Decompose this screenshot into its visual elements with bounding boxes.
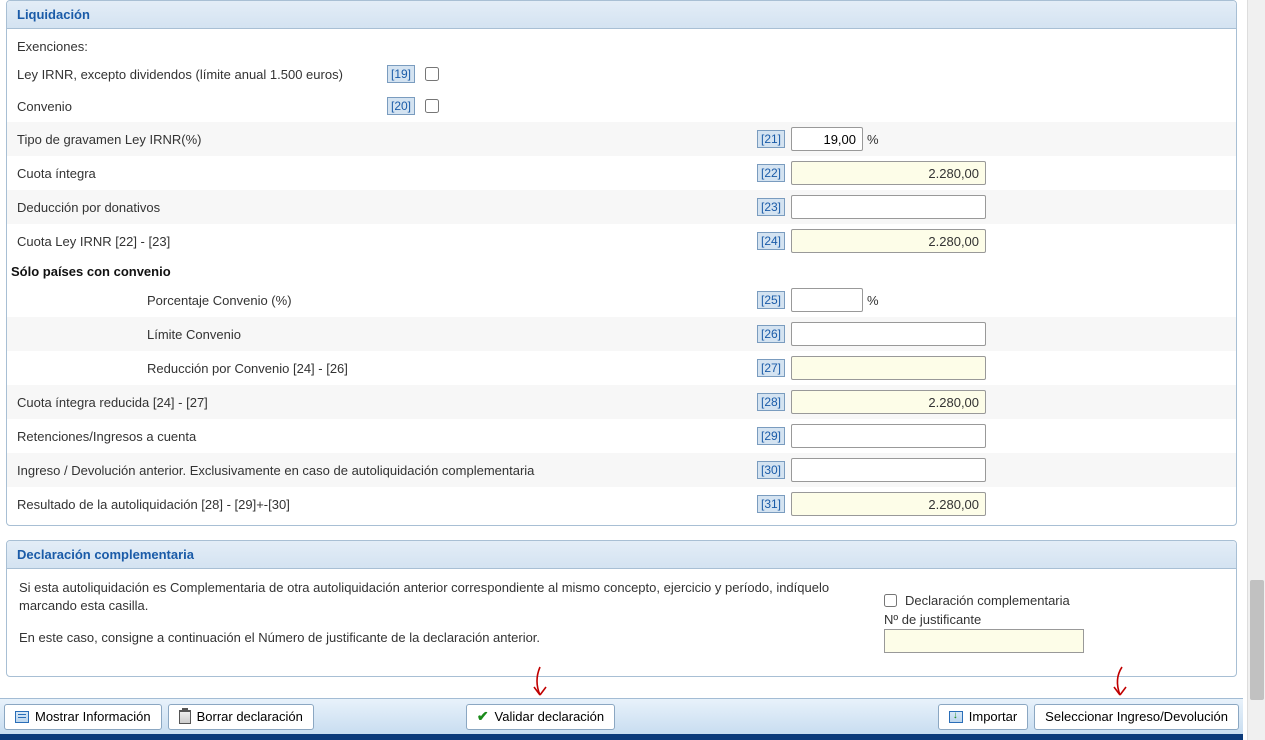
vertical-scrollbar[interactable] [1247,0,1265,740]
box-25: [25] [757,291,785,309]
label-31: Resultado de la autoliquidación [28] - [… [17,497,757,512]
liquidacion-body: Exenciones: Ley IRNR, excepto dividendos… [7,29,1236,525]
box-29: [29] [757,427,785,445]
input-25[interactable] [791,288,863,312]
input-21[interactable] [791,127,863,151]
input-31 [791,492,986,516]
row-27: Reducción por Convenio [24] - [26] [27] [7,351,1236,385]
label-22: Cuota íntegra [17,166,757,181]
importar-button[interactable]: Importar [938,704,1028,730]
complementaria-header: Declaración complementaria [7,541,1236,569]
input-22 [791,161,986,185]
liquidacion-panel: Liquidación Exenciones: Ley IRNR, except… [6,0,1237,526]
checkbox-20[interactable] [425,99,439,113]
complementaria-checkbox[interactable] [884,594,897,607]
label-20: Convenio [17,99,387,114]
suffix-25: % [867,293,879,308]
box-27: [27] [757,359,785,377]
row-25: Porcentaje Convenio (%) [25] % [7,283,1236,317]
input-24 [791,229,986,253]
label-25: Porcentaje Convenio (%) [17,293,757,308]
row-29: Retenciones/Ingresos a cuenta [29] [7,419,1236,453]
box-23: [23] [757,198,785,216]
import-icon [949,711,963,723]
label-29: Retenciones/Ingresos a cuenta [17,429,757,444]
label-23: Deducción por donativos [17,200,757,215]
seleccionar-ingreso-button[interactable]: Seleccionar Ingreso/Devolución [1034,704,1239,730]
box-24: [24] [757,232,785,250]
row-20: Convenio [20] [7,90,1236,122]
box-31: [31] [757,495,785,513]
input-30[interactable] [791,458,986,482]
row-22: Cuota íntegra [22] [7,156,1236,190]
exenciones-label: Exenciones: [7,33,1236,58]
input-28 [791,390,986,414]
convenio-header: Sólo países con convenio [7,258,1236,283]
row-24: Cuota Ley IRNR [22] - [23] [24] [7,224,1236,258]
mostrar-label: Mostrar Información [35,709,151,724]
liquidacion-header: Liquidación [7,1,1236,29]
complementaria-panel: Declaración complementaria Si esta autol… [6,540,1237,677]
complementaria-checkbox-label: Declaración complementaria [905,593,1070,608]
bottom-toolbar: Mostrar Información Borrar declaración ✔… [0,698,1243,740]
validar-label: Validar declaración [495,709,605,724]
suffix-21: % [867,132,879,147]
box-21: [21] [757,130,785,148]
complementaria-body: Si esta autoliquidación es Complementari… [7,569,1236,676]
box-22: [22] [757,164,785,182]
row-23: Deducción por donativos [23] [7,190,1236,224]
row-26: Límite Convenio [26] [7,317,1236,351]
justificante-label: Nº de justificante [884,612,1224,627]
box-20: [20] [387,97,415,115]
input-29[interactable] [791,424,986,448]
box-19: [19] [387,65,415,83]
complementaria-text2: En este caso, consigne a continuación el… [19,629,884,647]
borrar-label: Borrar declaración [197,709,303,724]
seleccionar-label: Seleccionar Ingreso/Devolución [1045,709,1228,724]
box-28: [28] [757,393,785,411]
row-21: Tipo de gravamen Ley IRNR(%) [21] % [7,122,1236,156]
label-30: Ingreso / Devolución anterior. Exclusiva… [17,463,757,478]
check-icon: ✔ [477,708,489,725]
checkbox-19[interactable] [425,67,439,81]
scrollbar-thumb[interactable] [1250,580,1264,700]
complementaria-text1: Si esta autoliquidación es Complementari… [19,579,884,615]
input-23[interactable] [791,195,986,219]
row-28: Cuota íntegra reducida [24] - [27] [28] [7,385,1236,419]
box-26: [26] [757,325,785,343]
label-27: Reducción por Convenio [24] - [26] [17,361,757,376]
row-31: Resultado de la autoliquidación [28] - [… [7,487,1236,521]
row-19: Ley IRNR, excepto dividendos (límite anu… [7,58,1236,90]
input-27 [791,356,986,380]
input-26[interactable] [791,322,986,346]
info-icon [15,711,29,723]
label-24: Cuota Ley IRNR [22] - [23] [17,234,757,249]
box-30: [30] [757,461,785,479]
trash-icon [179,710,191,724]
mostrar-informacion-button[interactable]: Mostrar Información [4,704,162,730]
borrar-declaracion-button[interactable]: Borrar declaración [168,704,314,730]
row-30: Ingreso / Devolución anterior. Exclusiva… [7,453,1236,487]
importar-label: Importar [969,709,1017,724]
label-26: Límite Convenio [17,327,757,342]
label-21: Tipo de gravamen Ley IRNR(%) [17,132,757,147]
validar-declaracion-button[interactable]: ✔ Validar declaración [466,704,615,730]
label-19: Ley IRNR, excepto dividendos (límite anu… [17,67,387,82]
justificante-input[interactable] [884,629,1084,653]
label-28: Cuota íntegra reducida [24] - [27] [17,395,757,410]
